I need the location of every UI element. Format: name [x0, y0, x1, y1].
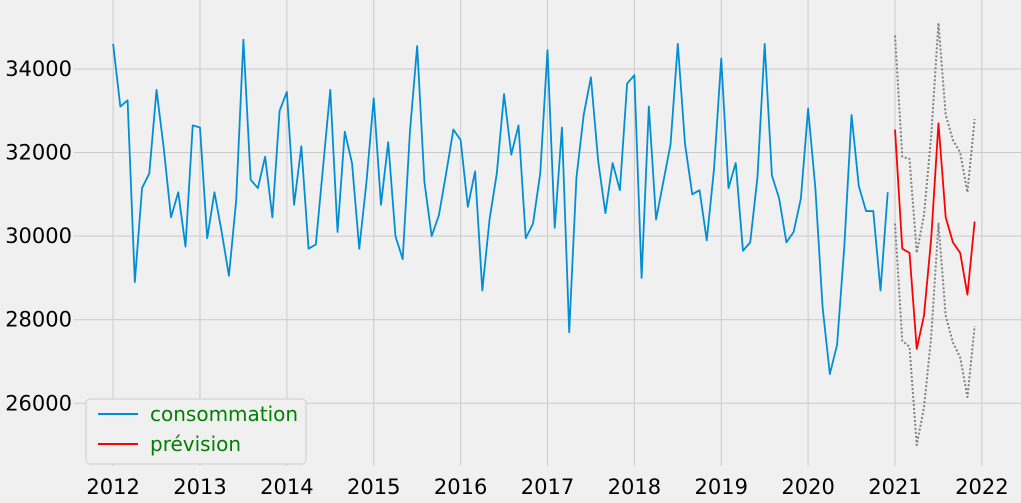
- x-tick-label: 2021: [868, 475, 921, 499]
- x-tick-label: 2014: [260, 475, 313, 499]
- series-lines: [112, 21, 976, 447]
- legend-box: [85, 398, 307, 465]
- legend-label-prevision: prévision: [150, 432, 241, 456]
- x-tick-label: 2015: [347, 475, 400, 499]
- legend-label-consommation: consommation: [150, 402, 298, 426]
- y-tick-label: 32000: [5, 141, 72, 165]
- x-tick-label: 2013: [173, 475, 226, 499]
- y-tick-label: 28000: [5, 308, 72, 332]
- tick-labels: 2012 2013 2014 2015 2016 2017 2018 2019 2020 2021…: [5, 57, 1008, 499]
- y-tick-label: 34000: [5, 57, 72, 81]
- y-tick-label: 26000: [5, 391, 72, 415]
- series-line-prevision: [894, 122, 976, 350]
- x-tick-label: 2019: [695, 475, 748, 499]
- x-tick-label: 2017: [521, 475, 574, 499]
- x-tick-label: 2018: [608, 475, 661, 499]
- series-line-confidence-bound-3: [894, 222, 976, 447]
- x-tick-label: 2016: [434, 475, 487, 499]
- series-line-confidence-bound-2: [894, 21, 976, 254]
- y-tick-label: 30000: [5, 224, 72, 248]
- x-tick-label: 2022: [955, 475, 1008, 499]
- x-tick-label: 2012: [86, 475, 139, 499]
- series-line-consommation: [112, 38, 889, 375]
- legend: consommation prévision: [85, 398, 307, 465]
- x-tick-label: 2020: [781, 475, 834, 499]
